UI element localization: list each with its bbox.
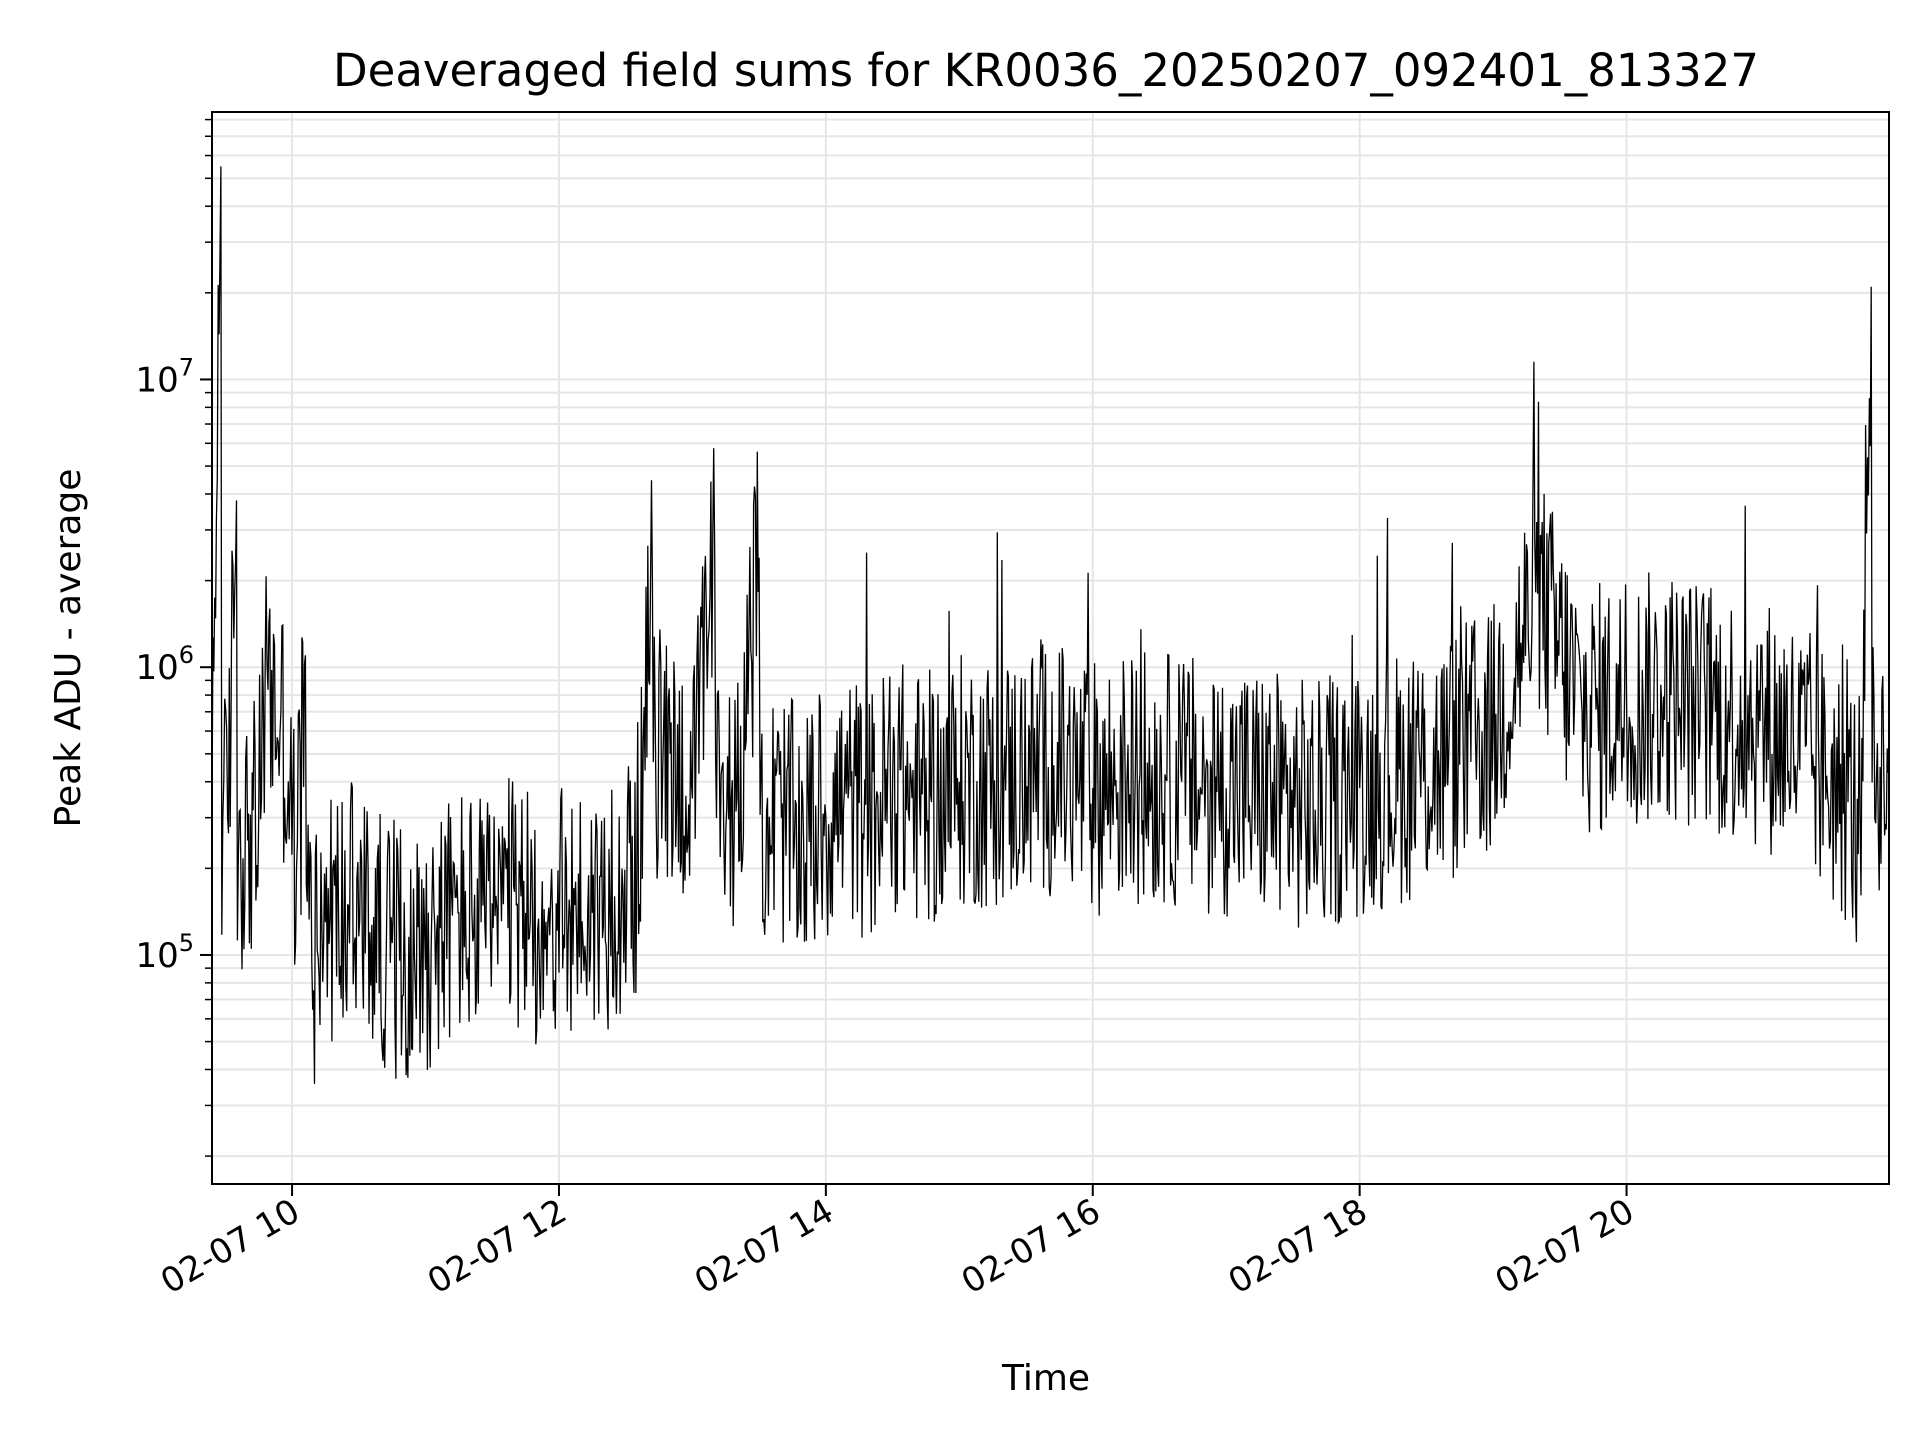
- y-tick-exponent: 6: [179, 641, 194, 669]
- y-tick-exponent: 7: [179, 353, 194, 381]
- y-tick-label: 107: [135, 353, 194, 400]
- x-tick-label: 02-07 14: [688, 1191, 840, 1302]
- x-tick-label: 02-07 12: [421, 1191, 573, 1302]
- y-tick-base: 10: [135, 936, 178, 976]
- y-tick-base: 10: [135, 360, 178, 400]
- x-tick-label: 02-07 20: [1489, 1191, 1641, 1302]
- y-tick-exponent: 5: [179, 929, 194, 957]
- x-axis-label: Time: [1001, 1358, 1090, 1399]
- grid-layer: [212, 112, 1889, 1184]
- x-tick-label: 02-07 10: [154, 1191, 306, 1302]
- chart-title: Deaveraged field sums for KR0036_2025020…: [333, 44, 1759, 97]
- y-axis-label: Peak ADU - average: [48, 469, 89, 828]
- series-line-0: [211, 166, 1890, 1084]
- x-tick-label: 02-07 16: [955, 1191, 1107, 1302]
- x-ticks: 02-07 10 02-07 12 02-07 14 02-07 16 02-07 18…: [154, 1184, 1641, 1302]
- series-layer: [211, 166, 1890, 1084]
- y-tick-label: 105: [135, 929, 194, 976]
- y-tick-base: 10: [135, 648, 178, 688]
- x-tick-label: 02-07 18: [1222, 1191, 1374, 1302]
- plot-frame: [211, 111, 1890, 1185]
- y-tick-label: 106: [135, 641, 194, 688]
